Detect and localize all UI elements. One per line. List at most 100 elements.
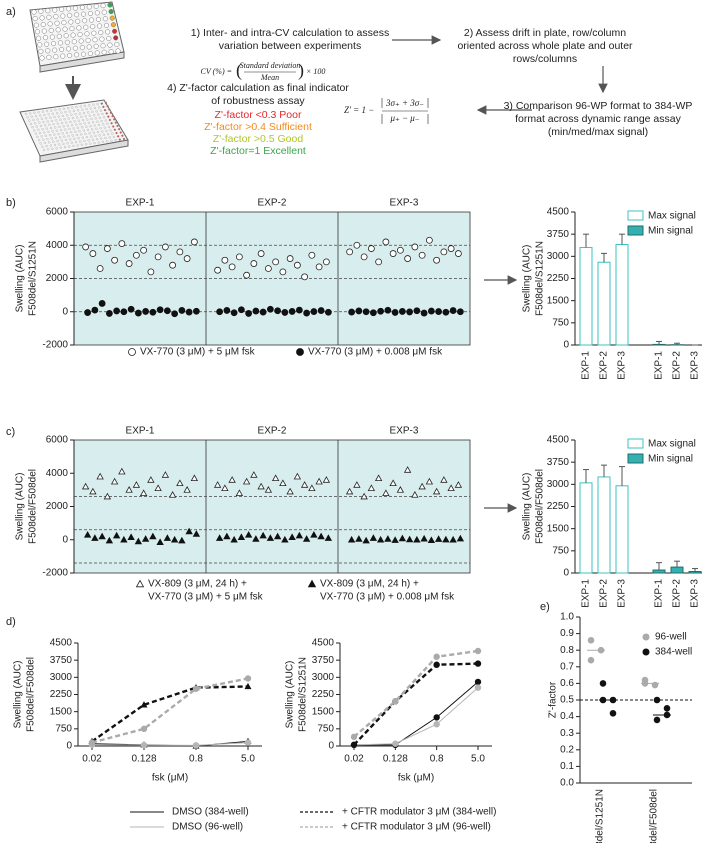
- y-tick-label: 4500: [312, 638, 335, 649]
- point: [362, 536, 370, 544]
- legend-swatch: [627, 438, 644, 449]
- well: [53, 143, 57, 147]
- well: [84, 31, 90, 37]
- y-tick-label: 4000: [46, 468, 69, 479]
- point: [274, 307, 282, 315]
- legend-label: Min signal: [648, 454, 693, 465]
- point: [272, 258, 280, 266]
- legend-marker: [128, 348, 136, 356]
- point: [353, 241, 361, 249]
- well: [108, 9, 114, 15]
- well: [93, 3, 99, 9]
- well: [69, 131, 73, 134]
- well: [72, 5, 79, 11]
- point: [147, 476, 155, 483]
- well: [33, 111, 36, 114]
- well: [75, 18, 81, 24]
- point: [427, 307, 435, 315]
- legend-label: Max signal: [648, 211, 696, 222]
- well: [112, 28, 118, 34]
- well: [108, 49, 114, 55]
- point: [237, 306, 245, 314]
- well: [88, 132, 91, 135]
- point: [244, 530, 253, 538]
- y-tick-label: 6000: [46, 207, 69, 218]
- x-tick-label: EXP-3: [617, 579, 628, 608]
- well: [57, 132, 60, 136]
- point: [377, 307, 385, 315]
- point: [396, 246, 404, 254]
- well: [42, 148, 46, 152]
- well: [32, 118, 35, 122]
- well: [62, 26, 68, 32]
- point: [433, 714, 440, 721]
- well: [43, 141, 47, 145]
- well: [49, 34, 55, 40]
- point: [156, 538, 164, 546]
- point: [118, 240, 126, 247]
- well: [63, 118, 66, 121]
- point: [384, 306, 392, 314]
- well: [85, 37, 91, 43]
- well: [98, 116, 102, 119]
- point: [288, 308, 296, 315]
- well: [109, 129, 112, 132]
- y-tick-label: 750: [552, 317, 569, 328]
- point: [281, 309, 289, 316]
- point: [235, 489, 244, 497]
- well: [41, 28, 47, 34]
- point: [185, 527, 193, 535]
- well: [69, 25, 75, 32]
- well: [37, 139, 41, 142]
- y-tick-label: -2000: [42, 340, 68, 351]
- well: [37, 128, 40, 131]
- point: [303, 309, 311, 317]
- paren: (: [236, 60, 242, 81]
- well: [67, 52, 73, 59]
- process-arrows: [65, 35, 608, 513]
- well: [93, 106, 97, 110]
- point: [132, 481, 141, 488]
- point: [587, 636, 595, 644]
- point: [142, 308, 150, 315]
- well: [106, 35, 112, 42]
- y-tick-label: 3750: [547, 457, 570, 468]
- legend-label: Max signal: [648, 439, 696, 450]
- well: [106, 133, 110, 136]
- well: [100, 43, 106, 49]
- point: [382, 238, 390, 246]
- point: [96, 472, 104, 480]
- well: [87, 10, 93, 17]
- well: [45, 48, 51, 54]
- legend-label: VX-770 (3 μM) + 5 μM fsk: [140, 347, 256, 358]
- point: [89, 487, 97, 495]
- point: [310, 530, 318, 538]
- well: [74, 130, 77, 133]
- y-tick-label: 1500: [312, 706, 335, 717]
- point: [456, 308, 464, 316]
- well: [26, 116, 29, 119]
- well: [31, 125, 34, 129]
- bar: [615, 485, 629, 574]
- well: [103, 108, 107, 112]
- well: [106, 105, 109, 108]
- well: [72, 45, 78, 51]
- well: [107, 125, 111, 129]
- well: [36, 118, 39, 121]
- legend-marker: [135, 579, 145, 588]
- bar: [688, 571, 702, 574]
- legend-label: VX-809 (3 μM, 24 h) +: [320, 579, 419, 590]
- point: [110, 477, 119, 485]
- well: [53, 133, 56, 136]
- well: [85, 108, 88, 111]
- point: [81, 482, 90, 490]
- well: [62, 107, 66, 110]
- y-tick-label: 0: [62, 306, 68, 317]
- point: [293, 472, 302, 480]
- point: [120, 308, 128, 316]
- well: [71, 106, 74, 109]
- well: [52, 7, 58, 13]
- well: [73, 137, 76, 140]
- well: [38, 8, 44, 14]
- well: [94, 50, 100, 56]
